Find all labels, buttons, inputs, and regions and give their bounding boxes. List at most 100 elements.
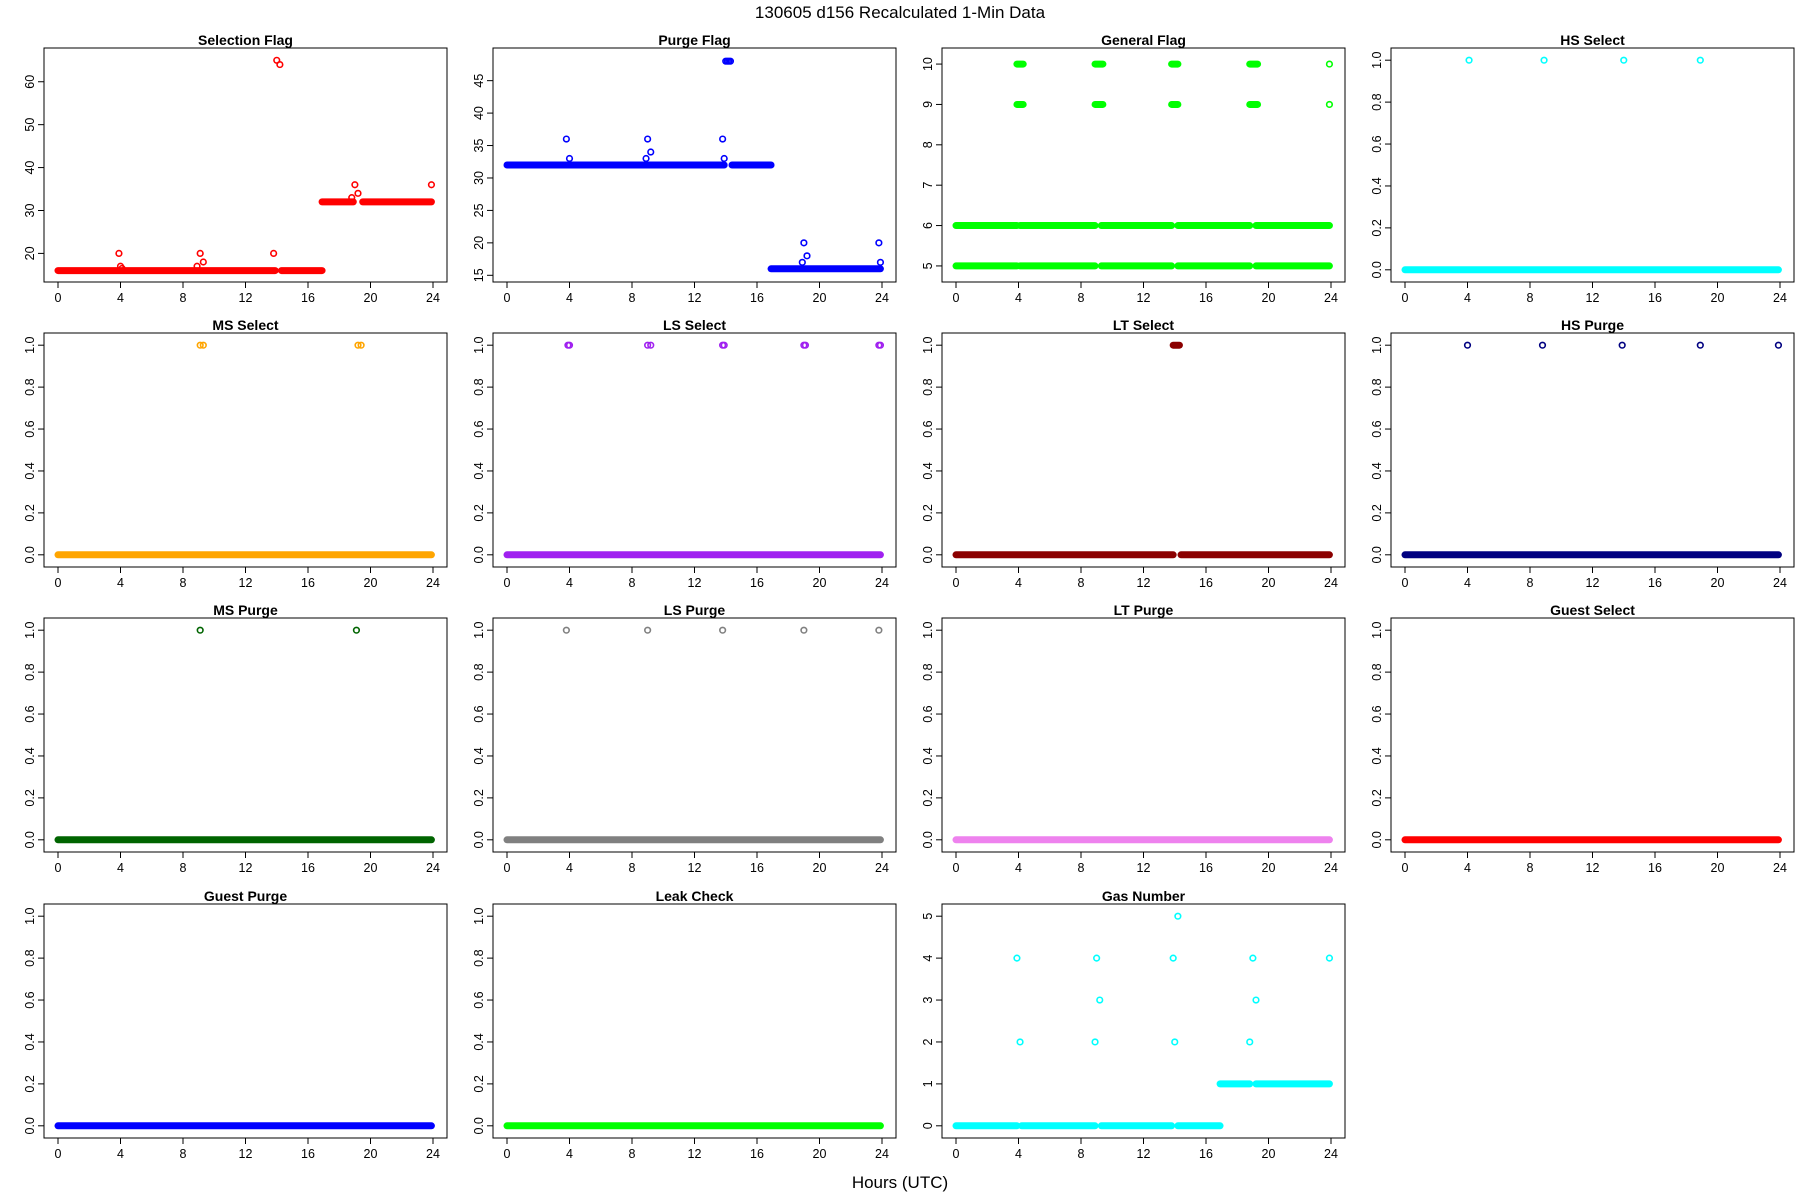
panel-title: HS Select — [1560, 32, 1625, 48]
data-point — [199, 341, 207, 349]
y-tick-label: 0.0 — [472, 1117, 486, 1134]
data-point — [876, 341, 885, 349]
data-point — [1463, 341, 1472, 349]
plot-frame — [941, 47, 1346, 283]
x-tick-label: 24 — [426, 576, 440, 590]
panel-title: Selection Flag — [198, 32, 293, 48]
x-tick-label: 0 — [953, 861, 960, 875]
plot-frame — [941, 332, 1346, 568]
data-point — [348, 194, 356, 202]
y-tick-label: 25 — [472, 203, 486, 217]
x-tick-label: 0 — [55, 861, 62, 875]
x-tick-label: 16 — [750, 576, 764, 590]
data-point — [1093, 954, 1101, 962]
plot-frame — [43, 617, 448, 853]
x-tick-label: 12 — [1586, 861, 1600, 875]
plot-frame — [941, 617, 1346, 853]
x-tick-label: 12 — [239, 576, 253, 590]
y-tick-label: 50 — [23, 118, 37, 132]
y-tick-label: 0.6 — [921, 420, 935, 437]
x-tick-label: 4 — [1464, 576, 1471, 590]
panel-leak-check: Leak Check 0 4 8 12 16 20 24 0.0 0.2 0.4 0.6 0.8 1.0 — [472, 888, 897, 1161]
plot-frame — [492, 903, 897, 1139]
data-point — [720, 341, 728, 349]
x-tick-label: 4 — [1464, 291, 1471, 305]
data-point — [1465, 56, 1473, 64]
x-tick-label: 12 — [1586, 576, 1600, 590]
plot-frame — [43, 903, 448, 1139]
y-tick-label: 35 — [472, 139, 486, 153]
x-tick-label: 20 — [1711, 291, 1725, 305]
x-tick-label: 4 — [1015, 291, 1022, 305]
data-point — [726, 57, 735, 65]
y-tick-label: 0 — [921, 1122, 935, 1129]
panel-lt-select: LT Select 0 4 8 12 16 20 24 0.0 0.2 0.4 0.6 0.8 1.0 — [921, 317, 1346, 590]
x-tick-label: 16 — [301, 291, 315, 305]
plot-frame — [492, 332, 897, 568]
y-tick-label: 0.6 — [1370, 705, 1384, 722]
data-point — [875, 239, 883, 247]
y-tick-label: 1.0 — [921, 336, 935, 353]
panel-title: Guest Select — [1550, 602, 1635, 618]
x-tick-label: 24 — [875, 861, 889, 875]
plot-frame — [1390, 332, 1795, 568]
panel-title: General Flag — [1101, 32, 1186, 48]
y-tick-label: 30 — [472, 171, 486, 185]
x-tick-label: 0 — [55, 1147, 62, 1161]
data-point — [1013, 954, 1021, 962]
x-tick-label: 0 — [1402, 291, 1409, 305]
x-tick-label: 24 — [1773, 291, 1787, 305]
x-tick-label: 12 — [688, 1147, 702, 1161]
data-point — [118, 264, 126, 273]
y-tick-label: 5 — [921, 913, 935, 920]
x-tick-label: 8 — [1078, 861, 1085, 875]
x-tick-label: 24 — [1324, 1147, 1338, 1161]
panel-ls-select: LS Select 0 4 8 12 16 20 24 0.0 0.2 0.4 0.6 0.8 1.0 — [472, 317, 897, 590]
data-point — [1620, 56, 1628, 64]
x-tick-label: 24 — [1324, 291, 1338, 305]
x-tick-label: 16 — [1199, 291, 1213, 305]
y-tick-label: 0.6 — [472, 420, 486, 437]
plot-frame — [1390, 617, 1795, 853]
x-tick-label: 12 — [688, 576, 702, 590]
y-tick-label: 0.0 — [1370, 261, 1384, 278]
data-point — [647, 341, 655, 349]
x-tick-label: 4 — [1464, 861, 1471, 875]
x-tick-label: 12 — [688, 861, 702, 875]
y-tick-label: 4 — [921, 955, 935, 962]
panel-title: MS Purge — [213, 602, 278, 618]
data-point — [1538, 341, 1547, 349]
x-tick-label: 20 — [1262, 576, 1276, 590]
y-tick-label: 0.2 — [23, 789, 37, 806]
y-tick-label: 1.0 — [23, 621, 37, 638]
panel-guest-purge: Guest Purge 0 4 8 12 16 20 24 0.0 0.2 0.4 0.6 0.8 1.0 — [23, 888, 448, 1161]
y-tick-label: 0.2 — [472, 504, 486, 521]
y-tick-label: 1.0 — [472, 621, 486, 638]
y-tick-label: 30 — [23, 203, 37, 217]
y-tick-label: 0.0 — [23, 1117, 37, 1134]
y-tick-label: 0.8 — [1370, 93, 1384, 110]
x-tick-label: 8 — [180, 1147, 187, 1161]
x-tick-label: 20 — [1262, 291, 1276, 305]
panel-ms-select: MS Select 0 4 8 12 16 20 24 0.0 0.2 0.4 0.6 0.8 1.0 — [23, 317, 448, 590]
data-point — [1252, 996, 1260, 1004]
x-tick-label: 16 — [1199, 576, 1213, 590]
x-tick-label: 4 — [117, 291, 124, 305]
panel-hs-purge: HS Purge 0 4 8 12 16 20 24 0.0 0.2 0.4 0.6 0.8 1.0 — [1370, 317, 1795, 590]
x-tick-label: 0 — [55, 291, 62, 305]
x-tick-label: 12 — [1137, 861, 1151, 875]
x-tick-label: 16 — [1199, 1147, 1213, 1161]
y-tick-label: 40 — [472, 106, 486, 120]
y-tick-label: 0.8 — [921, 378, 935, 395]
y-tick-label: 0.4 — [921, 462, 935, 479]
y-tick-label: 0.4 — [472, 1033, 486, 1050]
y-tick-label: 0.4 — [1370, 177, 1384, 194]
x-tick-label: 24 — [875, 576, 889, 590]
y-tick-label: 0.4 — [1370, 462, 1384, 479]
data-point — [1325, 954, 1334, 962]
data-point — [875, 626, 883, 634]
x-tick-label: 8 — [1527, 291, 1534, 305]
x-tick-label: 8 — [1078, 576, 1085, 590]
x-tick-label: 4 — [566, 291, 573, 305]
panel-title: Gas Number — [1102, 888, 1186, 904]
